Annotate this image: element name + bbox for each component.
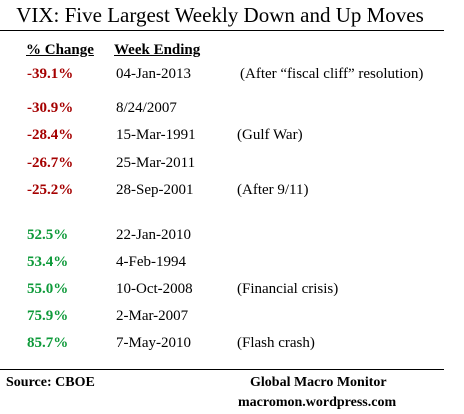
week-ending-value: 22-Jan-2010 <box>116 227 191 243</box>
table-row: 52.5% 22-Jan-2010 <box>0 227 444 247</box>
event-note: (Gulf War) <box>237 127 303 143</box>
change-value: -39.1% <box>27 66 74 82</box>
change-value: 85.7% <box>27 335 69 351</box>
event-note: (After “fiscal cliff” resolution) <box>240 66 424 82</box>
change-value: 55.0% <box>27 281 69 297</box>
change-value: -28.4% <box>27 127 74 143</box>
change-value: -25.2% <box>27 182 74 198</box>
change-value: -26.7% <box>27 155 74 171</box>
week-ending-value: 2-Mar-2007 <box>116 308 189 324</box>
brand-url: macromon.wordpress.com <box>238 395 397 410</box>
table-row: 55.0% 10-Oct-2008 (Financial crisis) <box>0 281 444 301</box>
week-ending-value: 10-Oct-2008 <box>116 281 193 297</box>
table-row: -39.1% 04-Jan-2013 (After “fiscal cliff”… <box>0 66 444 86</box>
week-ending-value: 8/24/2007 <box>116 100 177 116</box>
header-change: % Change <box>26 42 94 58</box>
table-row: -28.4% 15-Mar-1991 (Gulf War) <box>0 127 444 147</box>
table-row: 85.7% 7-May-2010 (Flash crash) <box>0 335 444 355</box>
brand-name: Global Macro Monitor <box>250 375 387 390</box>
week-ending-value: 4-Feb-1994 <box>116 254 186 270</box>
week-ending-value: 28-Sep-2001 <box>116 182 194 198</box>
week-ending-value: 7-May-2010 <box>116 335 191 351</box>
header-week-ending: Week Ending <box>114 42 201 58</box>
table-row: -30.9% 8/24/2007 <box>0 100 444 120</box>
week-ending-value: 25-Mar-2011 <box>116 155 196 171</box>
event-note: (Flash crash) <box>237 335 315 351</box>
table-row: 75.9% 2-Mar-2007 <box>0 308 444 328</box>
change-value: 52.5% <box>27 227 69 243</box>
title-divider <box>0 30 444 31</box>
footer-divider <box>0 369 444 370</box>
change-value: -30.9% <box>27 100 74 116</box>
week-ending-value: 15-Mar-1991 <box>116 127 196 143</box>
table-row: -25.2% 28-Sep-2001 (After 9/11) <box>0 182 444 202</box>
page-title: VIX: Five Largest Weekly Down and Up Mov… <box>16 3 424 27</box>
change-value: 75.9% <box>27 308 69 324</box>
source-credit: Source: CBOE <box>6 375 95 390</box>
table-row: 53.4% 4-Feb-1994 <box>0 254 444 274</box>
week-ending-value: 04-Jan-2013 <box>116 66 191 82</box>
change-value: 53.4% <box>27 254 69 270</box>
event-note: (After 9/11) <box>237 182 309 198</box>
event-note: (Financial crisis) <box>237 281 339 297</box>
table-row: -26.7% 25-Mar-2011 <box>0 155 444 175</box>
